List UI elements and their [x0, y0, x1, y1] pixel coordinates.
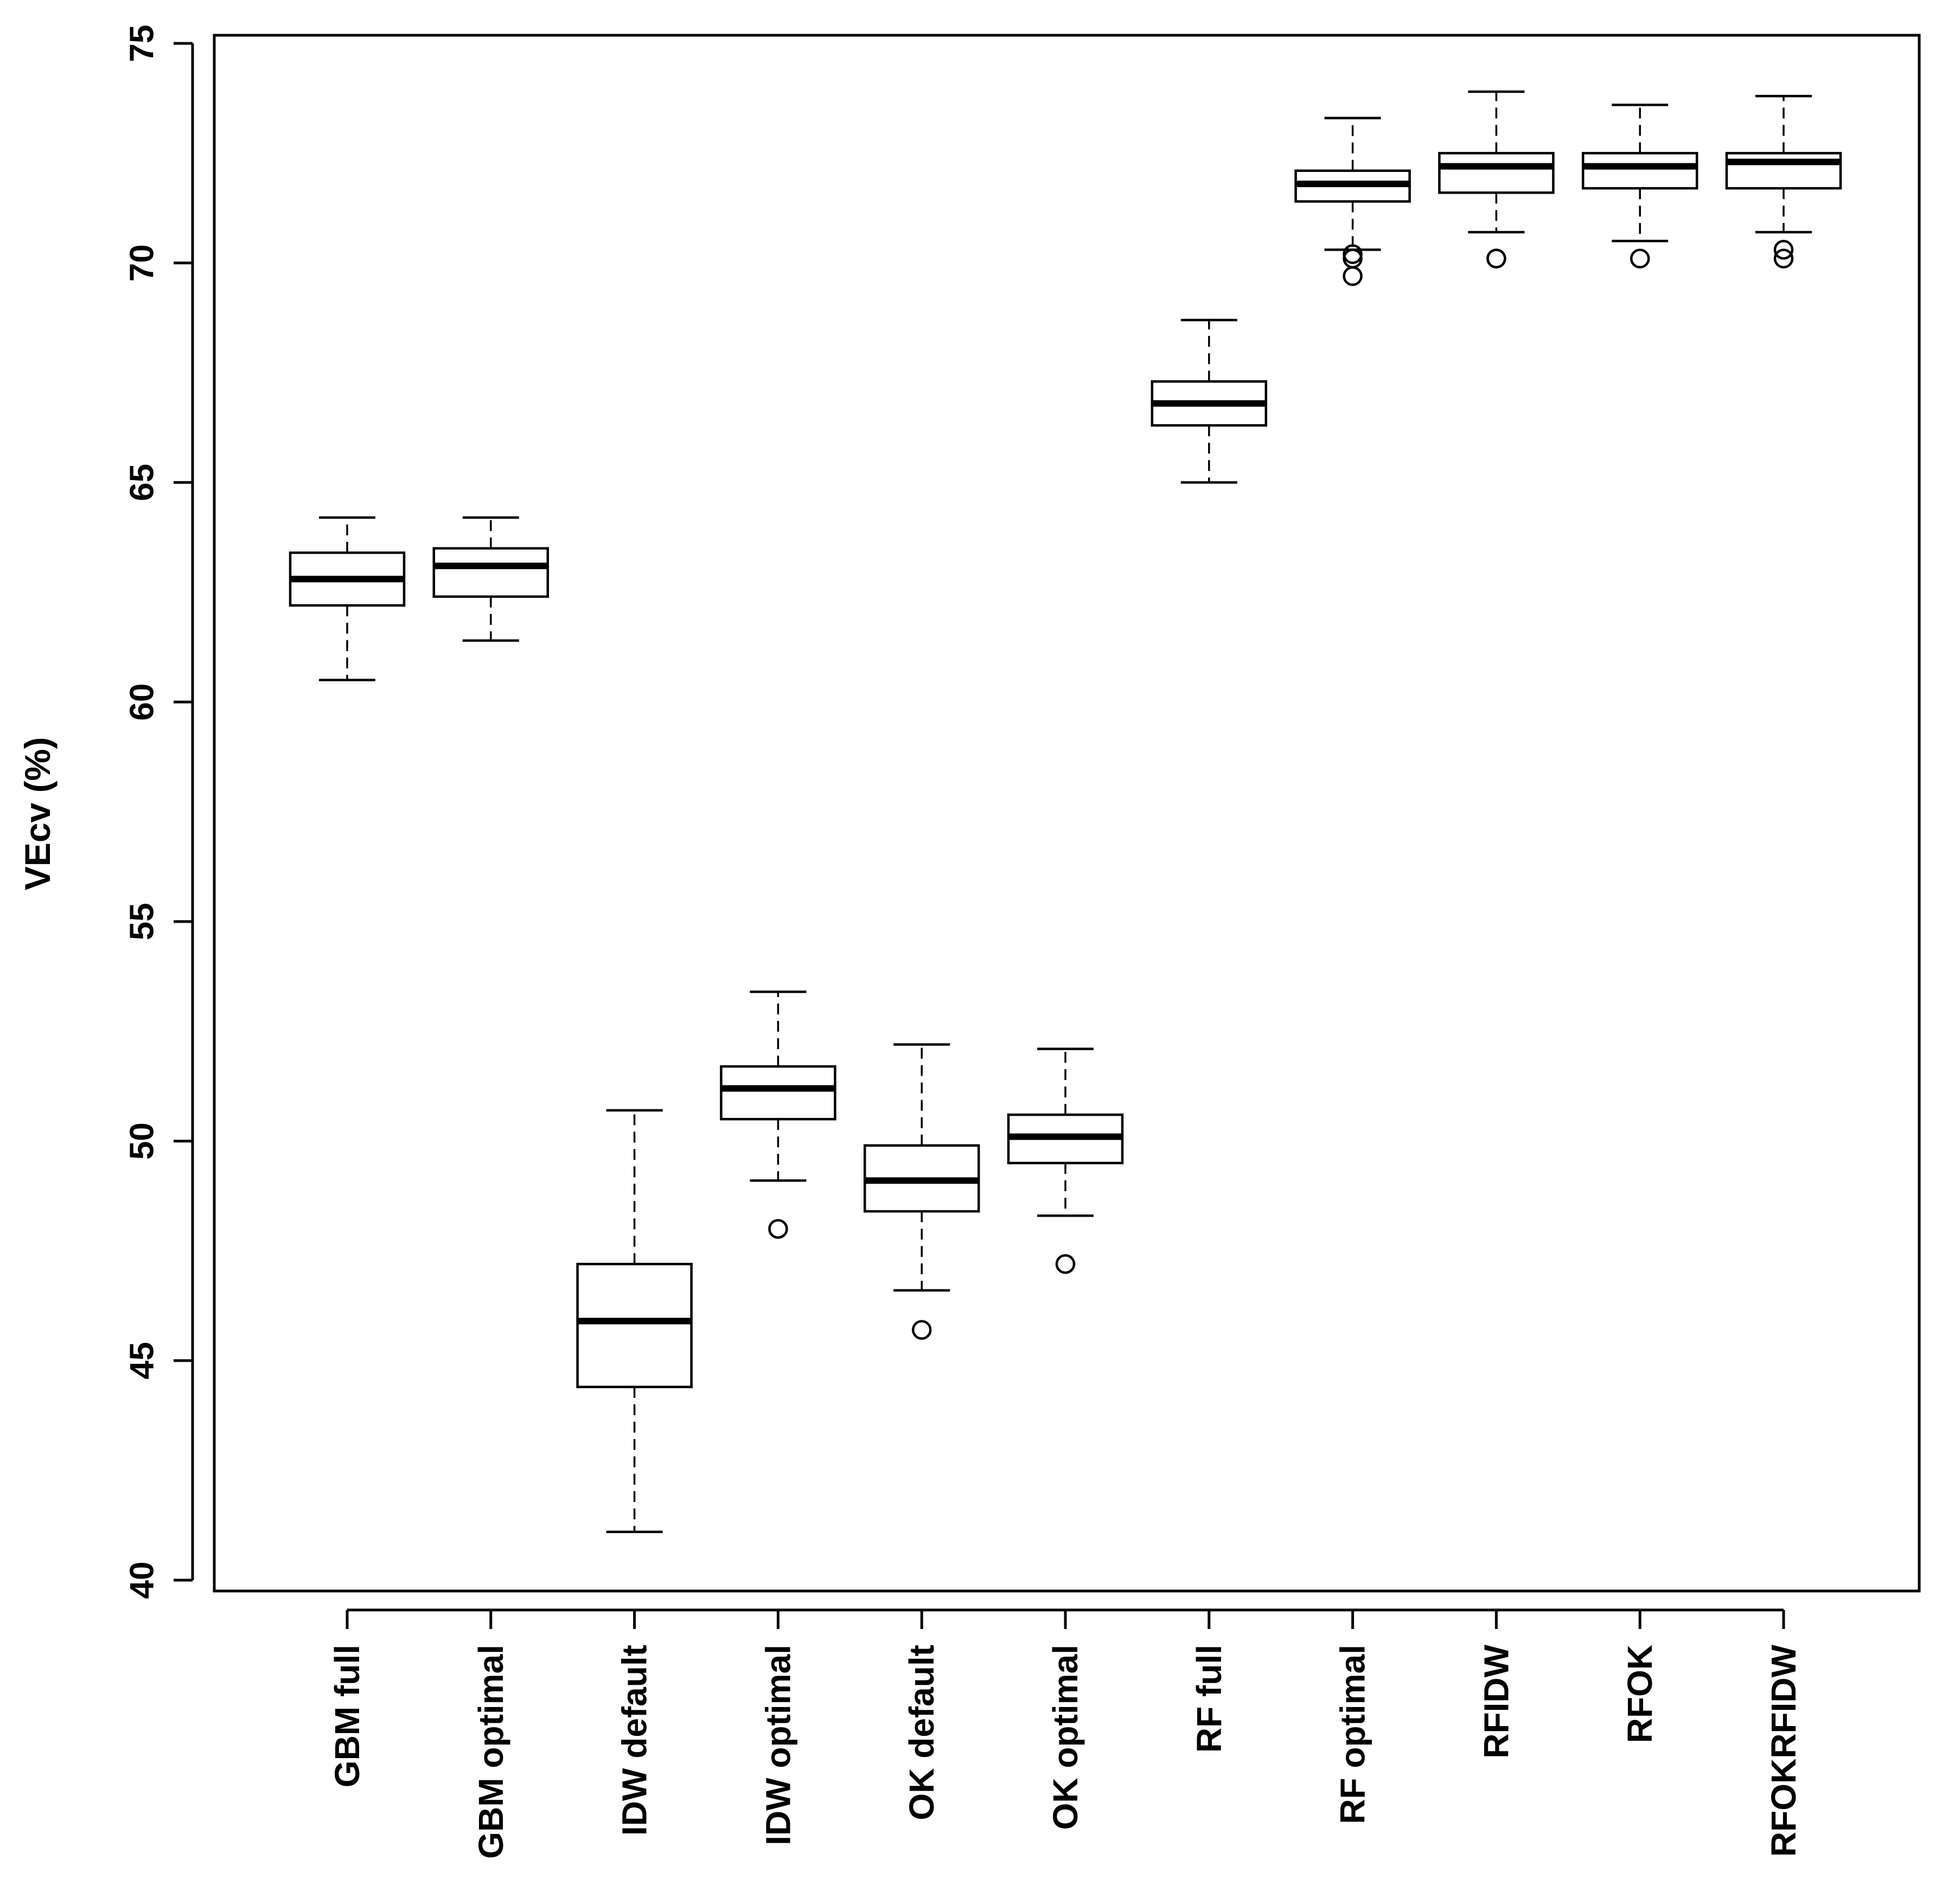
x-tick-label: RF optimal	[1333, 1645, 1372, 1824]
y-tick-label: 75	[123, 25, 161, 62]
iqr-box	[1581, 152, 1698, 190]
x-tick-label: GBM full	[328, 1645, 367, 1787]
x-tick-label: OK optimal	[1046, 1645, 1085, 1830]
box-gbm-full	[289, 516, 406, 681]
iqr-box	[576, 1262, 693, 1389]
x-tick-label: RFOK	[1620, 1645, 1659, 1743]
box-idw-default	[576, 1109, 693, 1534]
y-tick-label: 60	[123, 683, 161, 721]
outlier-point	[1055, 1254, 1076, 1274]
boxes-group	[289, 90, 1842, 1534]
box-gbm-optimal	[432, 516, 550, 642]
x-tick-label: RF full	[1190, 1645, 1229, 1753]
x-tick-label: OK default	[902, 1645, 941, 1820]
box-rfidw	[1438, 90, 1555, 269]
y-tick-label: 50	[123, 1122, 161, 1160]
plot-frame	[213, 34, 1921, 1593]
x-tick-label: IDW optimal	[758, 1645, 797, 1845]
x-axis-ticks: GBM full GBM optimal IDW default IDW optima…	[328, 1610, 1803, 1859]
box-rfok	[1581, 104, 1698, 269]
y-axis-ticks: 40 45 50 55 60 65 70 75	[123, 25, 193, 1599]
box-rf-optimal	[1294, 117, 1411, 286]
outlier-point	[911, 1320, 932, 1340]
outlier-point	[768, 1219, 788, 1239]
iqr-box	[1725, 152, 1842, 190]
y-tick-label: 45	[123, 1342, 161, 1379]
x-tick-label: GBM optimal	[471, 1645, 510, 1859]
y-tick-label: 40	[123, 1562, 161, 1599]
y-tick-label: 55	[123, 903, 161, 940]
y-axis-title: VEcv (%)	[17, 737, 58, 890]
y-tick-label: 65	[123, 464, 161, 501]
box-ok-default	[863, 1043, 980, 1340]
box-idw-optimal	[720, 991, 836, 1239]
x-tick-label: IDW default	[615, 1645, 654, 1836]
box-rfokrfidw	[1725, 94, 1842, 269]
outlier-point	[1630, 248, 1650, 269]
x-tick-label: RFOKRFIDW	[1764, 1644, 1803, 1857]
outlier-point	[1343, 266, 1363, 286]
box-ok-optimal	[1007, 1047, 1124, 1274]
box-rf-full	[1151, 318, 1268, 484]
iqr-box	[432, 547, 550, 598]
iqr-box	[720, 1065, 836, 1121]
iqr-box	[1438, 152, 1555, 194]
outlier-point	[1486, 248, 1506, 269]
outlier-point	[1773, 240, 1794, 260]
x-tick-label: RFIDW	[1477, 1644, 1516, 1758]
y-tick-label: 70	[123, 244, 161, 282]
outlier-point	[1773, 248, 1794, 269]
